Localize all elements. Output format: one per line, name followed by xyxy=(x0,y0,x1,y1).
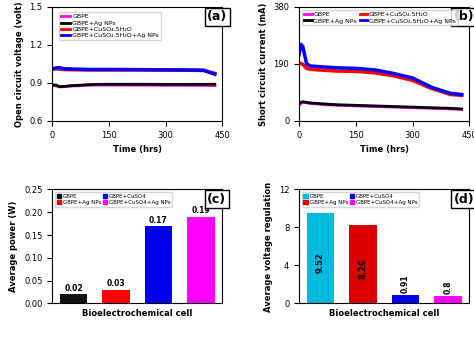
Bar xyxy=(434,296,462,303)
X-axis label: Bioelectrochemical cell: Bioelectrochemical cell xyxy=(329,309,439,318)
Bar xyxy=(307,213,334,303)
Y-axis label: Short circuit current (mA): Short circuit current (mA) xyxy=(259,2,268,125)
Text: 0.19: 0.19 xyxy=(191,206,210,216)
Text: 0.91: 0.91 xyxy=(401,275,410,293)
Text: 0.8: 0.8 xyxy=(443,281,452,295)
Text: 8.26: 8.26 xyxy=(358,258,367,279)
Text: (b): (b) xyxy=(454,10,474,23)
Bar xyxy=(392,295,419,303)
Text: 0.02: 0.02 xyxy=(64,284,83,293)
Y-axis label: Average power (W): Average power (W) xyxy=(9,201,18,292)
Legend: GBPE, GBPE+Ag NPs, GBPE+CuSO₄.5H₂O, GBPE+CuSO₄.5H₂O+Ag NPs: GBPE, GBPE+Ag NPs, GBPE+CuSO₄.5H₂O, GBPE… xyxy=(302,10,457,25)
Bar xyxy=(102,290,130,303)
Bar xyxy=(60,294,87,303)
Legend: GBPE, GBPE+Ag NPs, GBPE+CuSO4, GBPE+CuSO4+Ag NPs: GBPE, GBPE+Ag NPs, GBPE+CuSO4, GBPE+CuSO… xyxy=(55,192,172,207)
Text: 9.52: 9.52 xyxy=(316,252,325,273)
Text: (d): (d) xyxy=(454,193,474,206)
Y-axis label: Average voltage regulation: Average voltage regulation xyxy=(264,181,273,311)
Text: 0.17: 0.17 xyxy=(149,216,168,224)
Y-axis label: Open circuit voltage (volt): Open circuit voltage (volt) xyxy=(15,1,24,127)
X-axis label: Time (hrs): Time (hrs) xyxy=(113,145,162,154)
Legend: GBPE, GBPE+Ag NPs, GBPE+CuSO₄.5H₂O, GBPE+CuSO₄.5H₂O+Ag NPs: GBPE, GBPE+Ag NPs, GBPE+CuSO₄.5H₂O, GBPE… xyxy=(59,12,161,40)
Bar xyxy=(187,217,215,303)
Text: (c): (c) xyxy=(207,193,226,206)
X-axis label: Time (hrs): Time (hrs) xyxy=(360,145,409,154)
Bar xyxy=(349,225,377,303)
Legend: GBPE, GBPE+Ag NPs, GBPE+CuSO4, GBPE+CuSO4+Ag NPs: GBPE, GBPE+Ag NPs, GBPE+CuSO4, GBPE+CuSO… xyxy=(302,192,419,207)
Bar xyxy=(145,226,172,303)
X-axis label: Bioelectrochemical cell: Bioelectrochemical cell xyxy=(82,309,192,318)
Text: 0.03: 0.03 xyxy=(107,279,126,288)
Text: (a): (a) xyxy=(207,10,228,23)
